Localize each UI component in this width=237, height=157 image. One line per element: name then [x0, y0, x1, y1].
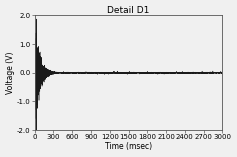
Title: Detail D1: Detail D1: [107, 5, 150, 15]
X-axis label: Time (msec): Time (msec): [105, 142, 152, 152]
Y-axis label: Voltage (V): Voltage (V): [5, 51, 14, 94]
